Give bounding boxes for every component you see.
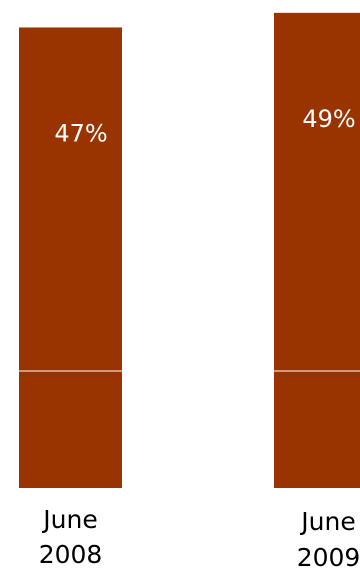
data-label: 49% (302, 105, 355, 133)
category-label-line2: 2009 (297, 543, 360, 569)
category-label-line1: June (41, 505, 97, 534)
bar-segment-upper (19, 27, 122, 372)
bar-segment-lower (19, 371, 122, 488)
category-label-line1: June (299, 507, 355, 536)
data-label: 47% (54, 119, 107, 147)
category-label-line2: 2008 (39, 540, 103, 569)
bar-segment-upper (274, 12, 360, 372)
bar-segment-lower (274, 371, 360, 488)
